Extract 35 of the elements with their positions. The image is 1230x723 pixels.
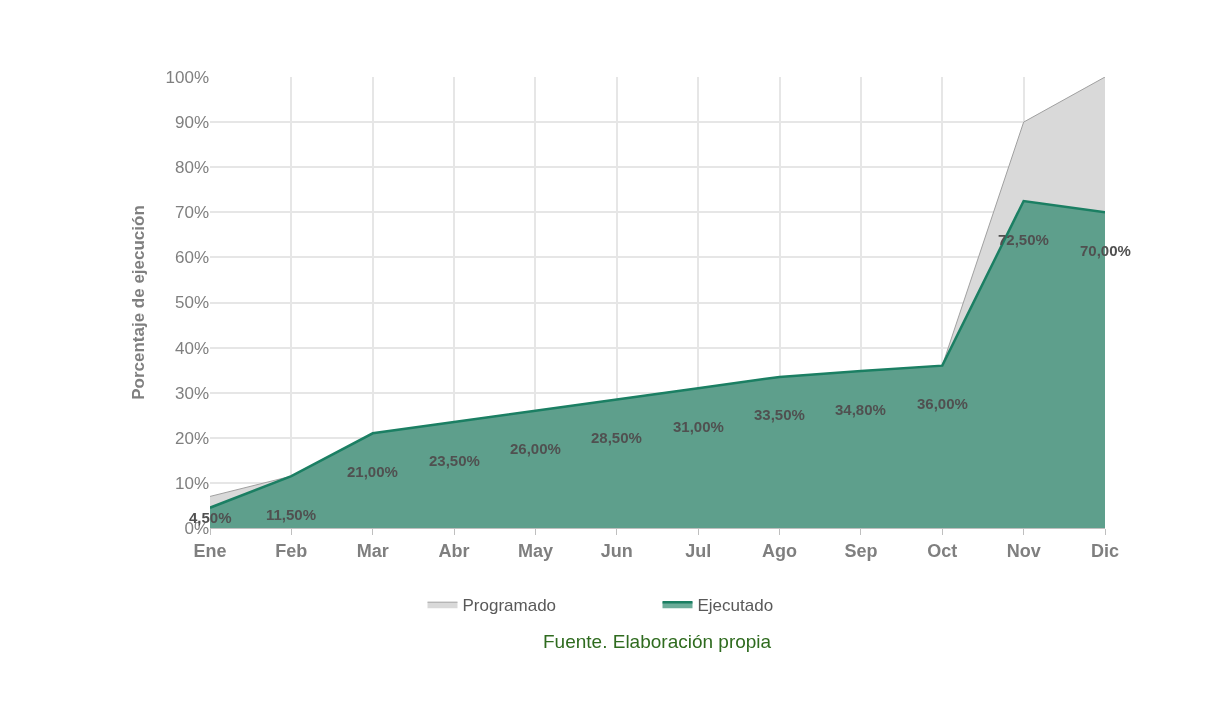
x-tick-label: Ene <box>193 540 227 561</box>
source-note: Fuente. Elaboración propia <box>543 631 772 652</box>
data-label: 36,00% <box>917 395 968 412</box>
y-tick-label: 10% <box>174 473 209 493</box>
data-label: 21,00% <box>347 463 398 480</box>
y-tick-label: 100% <box>165 67 209 87</box>
x-tick-label: Sep <box>844 540 878 561</box>
data-label: 28,50% <box>591 429 642 446</box>
y-tick-label: 70% <box>174 203 209 223</box>
y-tick-label: 20% <box>174 428 209 448</box>
x-tick-label: Abr <box>438 540 470 561</box>
x-tick-label: Feb <box>275 540 308 561</box>
legend-label: Ejecutado <box>697 595 774 615</box>
y-tick-label: 90% <box>174 113 209 133</box>
data-label: 34,80% <box>835 401 886 418</box>
x-tick-label: Ago <box>762 540 798 561</box>
x-tick-label: Nov <box>1006 540 1041 561</box>
y-tick-label: 80% <box>174 158 209 178</box>
y-tick-label: 40% <box>174 338 209 358</box>
data-label: 23,50% <box>429 452 480 469</box>
data-label: 31,00% <box>673 418 724 435</box>
data-label: 26,00% <box>510 440 561 457</box>
x-tick-label: Mar <box>356 540 389 561</box>
x-tick-label: Jul <box>685 540 712 561</box>
data-label: 33,50% <box>754 406 805 423</box>
legend-label: Programado <box>462 595 557 615</box>
data-label: 11,50% <box>266 506 317 523</box>
y-tick-label: 50% <box>174 293 209 313</box>
x-tick-label: Jun <box>600 540 633 561</box>
y-tick-label: 30% <box>174 383 209 403</box>
y-axis-title: Porcentaje de ejecución <box>129 205 149 400</box>
y-tick-label: 60% <box>174 248 209 268</box>
x-tick-label: Dic <box>1090 540 1120 561</box>
x-tick-label: May <box>517 540 553 561</box>
x-tick-label: Oct <box>927 540 958 561</box>
